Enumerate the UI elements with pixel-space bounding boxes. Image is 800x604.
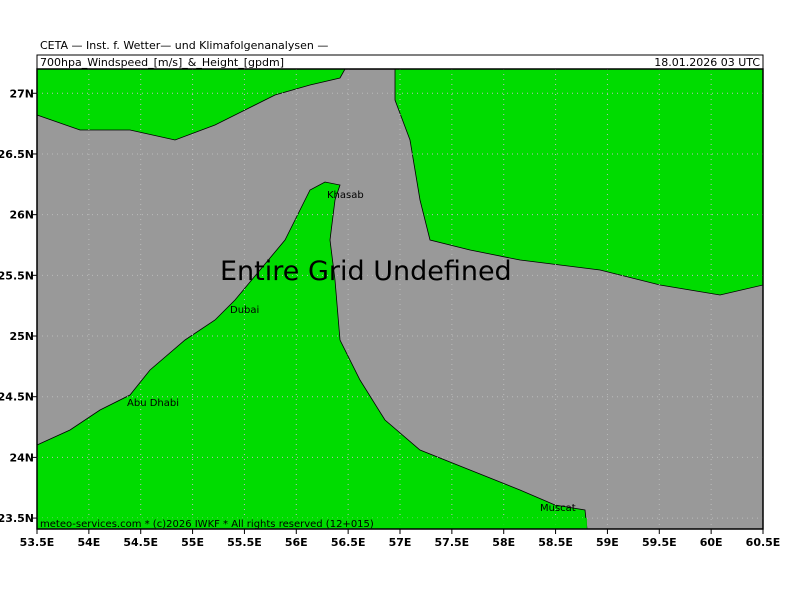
x-tick-label: 59.5E [642,536,677,549]
place-label: Dubai [230,305,259,316]
y-tick-label: 26N [9,209,34,222]
y-tick-label: 27N [9,87,34,100]
footer-strip [37,518,587,529]
y-tick-label: 24N [9,451,34,464]
header-title: CETA — Inst. f. Wetter— und Klimafolgena… [40,39,328,52]
x-tick-label: 57E [389,536,412,549]
header-datetime: 18.01.2026 03 UTC [654,56,760,69]
x-tick-label: 54.5E [123,536,158,549]
y-tick-label: 25N [9,330,34,343]
x-tick-label: 53.5E [20,536,55,549]
x-tick-label: 55E [181,536,204,549]
x-tick-label: 58.5E [538,536,573,549]
y-tick-label: 26.5N [0,148,34,161]
x-tick-label: 59E [596,536,619,549]
y-tick-label: 23.5N [0,512,34,525]
footer: meteo-services.com * (c)2026 IWKF * All … [40,519,374,530]
place-label: Abu Dhabi [127,398,179,409]
y-tick-label: 24.5N [0,391,34,404]
x-tick-label: 57.5E [435,536,470,549]
x-tick-label: 60.5E [746,536,781,549]
x-tick-label: 60E [700,536,723,549]
place-label: Khasab [327,190,364,201]
x-tick-label: 54E [77,536,100,549]
y-tick-label: 25.5N [0,269,34,282]
grid-message: Entire Grid Undefined [220,256,512,287]
x-tick-label: 56.5E [331,536,366,549]
place-label: Muscat [540,503,576,514]
x-tick-label: 55.5E [227,536,262,549]
x-tick-label: 56E [285,536,308,549]
x-tick-label: 58E [492,536,515,549]
header-subtitle: 700hpa_Windspeed_[m/s]_&_Height_[gpdm] [40,56,284,69]
